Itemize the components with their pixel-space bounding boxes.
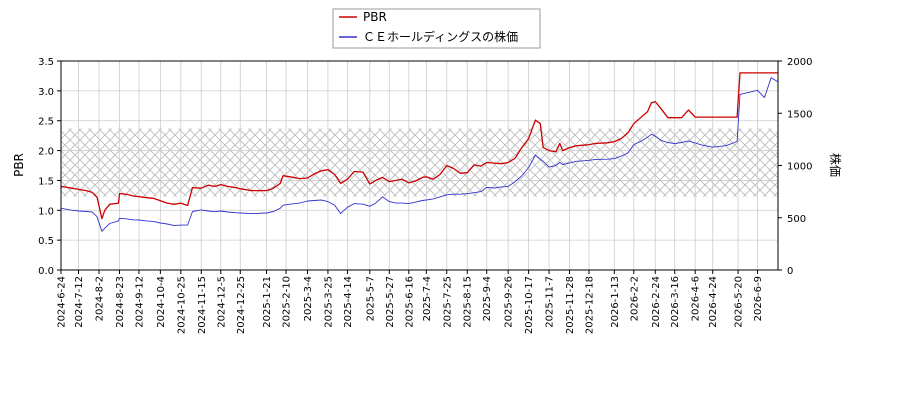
legend-box (332, 8, 541, 49)
x-tick-label: 2025-9-4 (482, 276, 493, 321)
left-tick-label: 1.5 (38, 176, 54, 187)
left-tick-label: 0.0 (38, 266, 54, 277)
x-tick-label: 2025-10-17 (524, 276, 535, 334)
left-tick-label: 2.0 (38, 147, 54, 158)
x-tick-label: 2025-2-10 (282, 276, 293, 328)
right-tick-label: 0 (787, 266, 793, 277)
x-tick-label: 2025-7-25 (442, 276, 453, 328)
left-tick-label: 3.0 (38, 87, 54, 98)
reference-band (61, 128, 778, 197)
x-tick-label: 2025-3-25 (323, 276, 334, 328)
legend: PBR ＣＥホールディングスの株価 (332, 8, 541, 49)
x-tick-label: 2024-7-12 (74, 276, 85, 328)
left-tick-label: 2.5 (38, 117, 54, 128)
x-tick-label: 2024-8-23 (115, 276, 126, 328)
left-tick-label: 0.5 (38, 236, 54, 247)
right-tick-label: 500 (787, 214, 806, 225)
x-tick-label: 2024-10-25 (176, 276, 187, 334)
x-tick-label: 2025-1-21 (262, 276, 273, 328)
x-tick-label: 2026-5-20 (734, 276, 745, 328)
series-layer (61, 72, 778, 232)
x-tick-label: 2025-12-18 (585, 276, 596, 334)
x-tick-label: 2026-2-24 (651, 276, 662, 328)
x-tick-label: 2025-6-16 (404, 276, 415, 328)
series-line-pbr (61, 72, 778, 220)
right-tick-label: 1000 (787, 162, 812, 173)
x-tick-label: 2025-11-7 (545, 276, 556, 328)
x-axis-ticks: 2024-6-24 2024-7-12 2024-8-2 2024-8-23 2024-… (57, 270, 764, 334)
right-axis-ticks: 0 500 1000 1500 2000 (778, 57, 812, 277)
x-tick-label: 2026-4-6 (691, 276, 702, 321)
x-tick-label: 2025-5-7 (365, 276, 376, 321)
right-tick-label: 2000 (787, 57, 812, 68)
x-tick-label: 2026-6-9 (753, 276, 764, 321)
legend-label-pbr: PBR (363, 10, 387, 24)
x-tick-label: 2025-8-15 (463, 276, 474, 328)
right-axis-title: 株価 (828, 153, 843, 177)
x-tick-label: 2026-2-2 (629, 276, 640, 321)
x-tick-label: 2024-8-2 (94, 276, 105, 321)
x-tick-label: 2025-11-28 (565, 276, 576, 334)
x-tick-label: 2025-3-4 (303, 276, 314, 321)
x-tick-label: 2025-4-14 (343, 276, 354, 328)
x-tick-label: 2024-6-24 (57, 276, 68, 328)
x-tick-label: 2024-9-12 (134, 276, 145, 328)
x-tick-label: 2026-4-24 (708, 276, 719, 328)
x-tick-label: 2024-12-25 (236, 276, 247, 334)
legend-label-price: ＣＥホールディングスの株価 (363, 29, 518, 44)
left-tick-label: 1.0 (38, 206, 54, 217)
series-line-price (61, 77, 778, 232)
x-tick-label: 2024-11-15 (197, 276, 208, 334)
x-tick-label: 2024-10-4 (156, 276, 167, 328)
x-tick-label: 2024-12-5 (216, 276, 227, 328)
x-tick-label: 2025-7-4 (422, 276, 433, 321)
x-tick-label: 2025-9-26 (504, 276, 515, 328)
x-tick-label: 2025-5-27 (385, 276, 396, 328)
x-tick-label: 2026-3-16 (670, 276, 681, 328)
x-tick-label: 2026-1-13 (610, 276, 621, 328)
right-tick-label: 1500 (787, 109, 812, 120)
left-axis-title: PBR (12, 153, 26, 177)
left-tick-label: 3.5 (38, 57, 54, 68)
left-axis-ticks: 0.0 0.5 1.0 1.5 2.0 2.5 3.0 3.5 (38, 57, 61, 277)
